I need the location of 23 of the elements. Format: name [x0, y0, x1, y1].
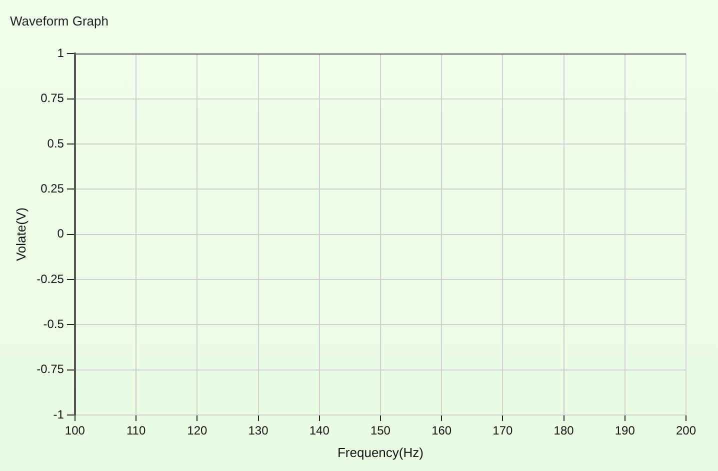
y-tick-label: 0 — [57, 226, 64, 241]
x-tick-label: 200 — [676, 424, 696, 438]
x-tick-label: 110 — [126, 424, 146, 438]
y-tick-label: 1 — [57, 46, 64, 60]
x-tick-label: 160 — [432, 424, 452, 438]
x-tick-label: 140 — [309, 424, 330, 438]
x-tick-label: 170 — [492, 424, 514, 438]
x-tick-label: 100 — [64, 424, 86, 438]
y-tick-label: 0.25 — [40, 181, 64, 196]
y-tick-label: -0.75 — [36, 362, 64, 376]
y-tick-label: -0.5 — [43, 316, 64, 331]
x-tick-label: 180 — [554, 424, 574, 438]
y-axis-title: Volate(V) — [13, 208, 28, 262]
x-tick-label: 150 — [370, 424, 391, 438]
chart-title: Waveform Graph — [10, 13, 108, 28]
y-tick-label: -0.25 — [36, 272, 64, 286]
y-tick-label: 0.5 — [47, 136, 64, 150]
x-tick-label: 120 — [187, 424, 208, 438]
x-tick-label: 190 — [614, 424, 636, 438]
y-tick-label: -1 — [53, 407, 64, 422]
y-tick-label: 0.75 — [40, 91, 64, 106]
x-axis-title: Frequency(Hz) — [337, 444, 424, 460]
x-tick-label: 130 — [248, 424, 269, 438]
